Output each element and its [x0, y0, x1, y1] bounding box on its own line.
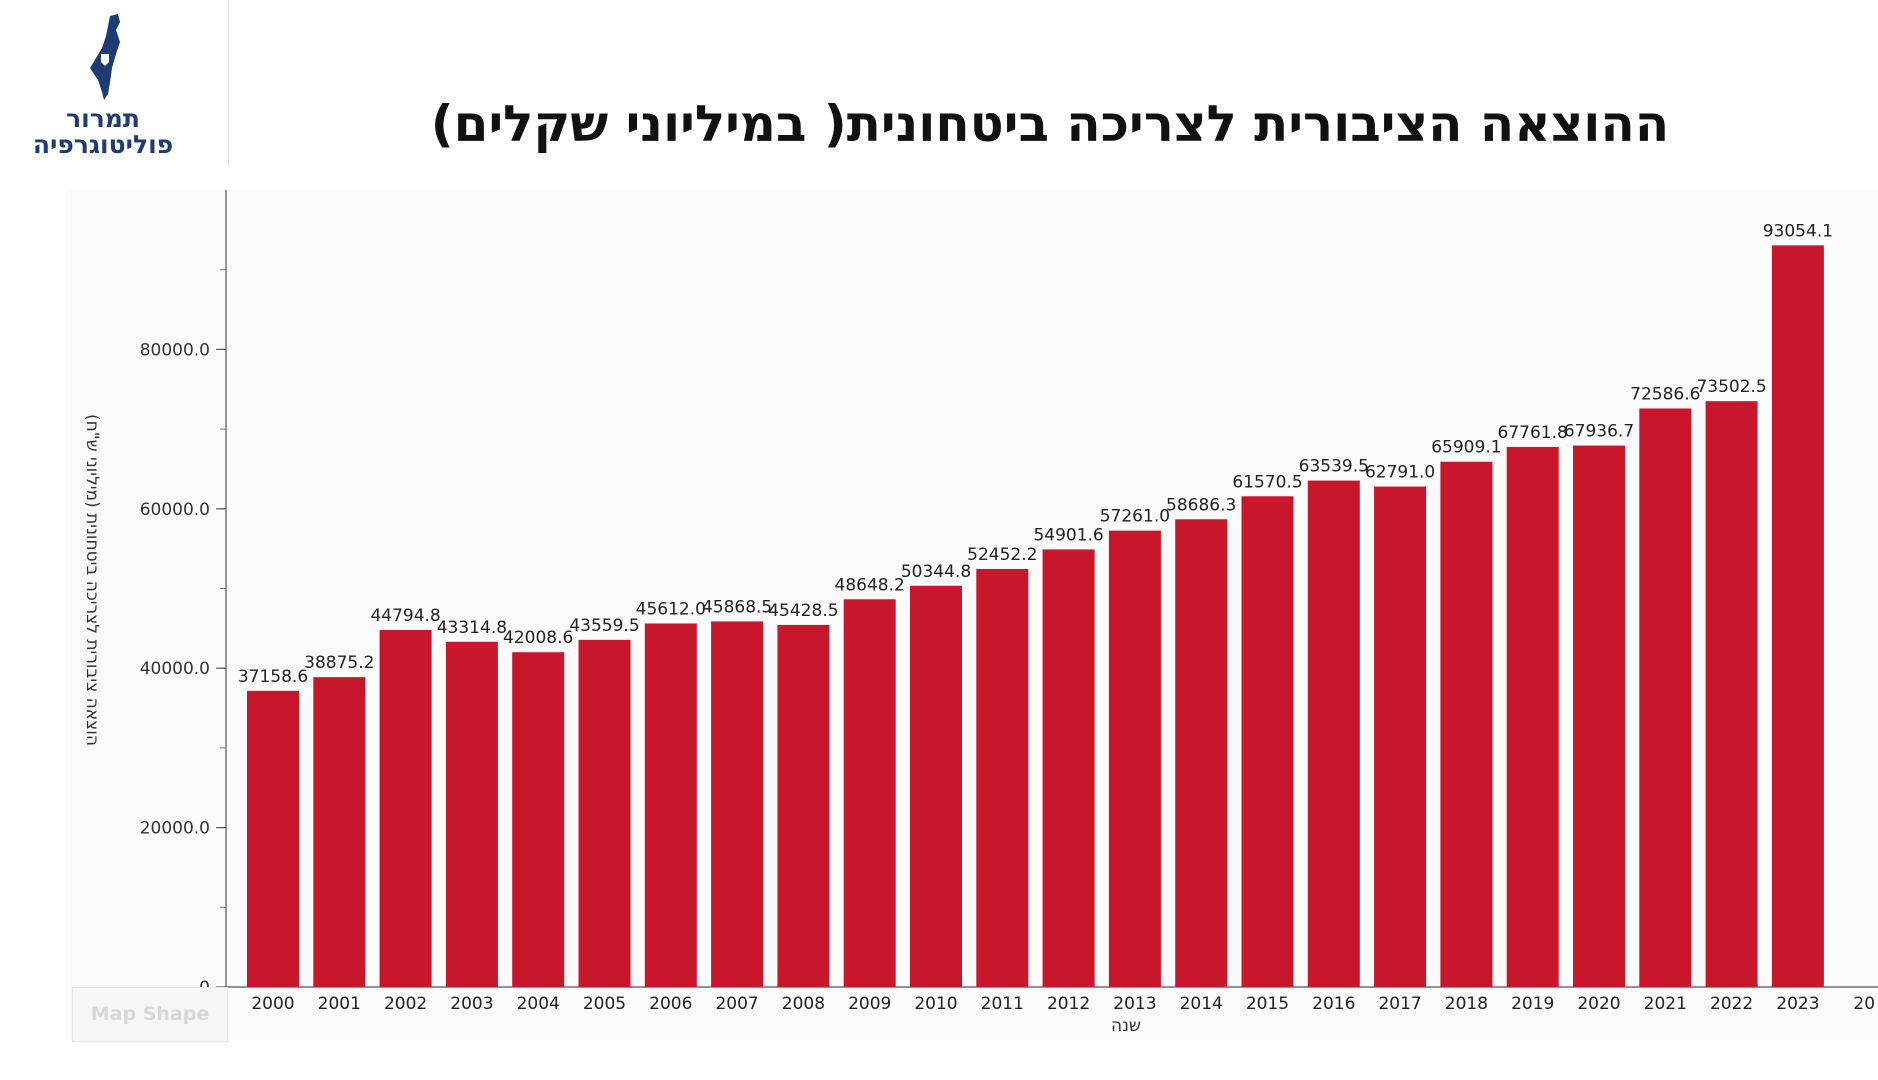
x-tick-label: 2002 [384, 994, 427, 1014]
x-tick-label: 2009 [848, 994, 891, 1014]
bar-2005[interactable] [578, 639, 631, 987]
bar-2018[interactable] [1440, 461, 1493, 987]
bar-2016[interactable] [1307, 480, 1360, 987]
bar-value-label: 67936.7 [1564, 422, 1634, 442]
x-tick-label: 2012 [1047, 994, 1090, 1014]
y-tick-label: 80000.0 [140, 340, 210, 360]
x-tick-label: 2014 [1180, 994, 1223, 1014]
x-tick-label: 2023 [1776, 994, 1819, 1014]
bar-2010[interactable] [910, 585, 962, 987]
bar-value-label: 65909.1 [1431, 438, 1501, 458]
x-tick-label: 2007 [715, 994, 758, 1014]
header-divider [228, 0, 229, 165]
bar-value-label: 93054.1 [1763, 221, 1833, 241]
bar-2004[interactable] [512, 652, 565, 987]
bar-2006[interactable] [644, 623, 697, 987]
x-tick-label: 2017 [1378, 994, 1421, 1014]
x-axis-title: שנה [1111, 1016, 1141, 1036]
x-tick-label: 2005 [583, 994, 626, 1014]
x-tick-label: 2015 [1246, 994, 1289, 1014]
bar-value-label: 62791.0 [1365, 463, 1435, 483]
bar-2003[interactable] [445, 641, 498, 987]
israel-map-icon [90, 14, 120, 100]
bar-value-label: 44794.8 [370, 606, 440, 626]
bar-2012[interactable] [1042, 549, 1095, 987]
bar-value-label: 43314.8 [437, 618, 507, 638]
x-tick-label: 2018 [1445, 994, 1488, 1014]
x-tick-label-clipped: 20 [1853, 994, 1875, 1014]
bar-value-label: 42008.6 [503, 628, 573, 648]
page-title: ההוצאה הציבורית לצריכה ביטחונית( במיליונ… [430, 95, 1670, 153]
bar-2014[interactable] [1175, 519, 1228, 987]
bar-value-label: 61570.5 [1232, 472, 1302, 492]
bar-2021[interactable] [1639, 408, 1692, 987]
map-shape-button[interactable]: Map Shape [72, 987, 228, 1042]
bar-2009[interactable] [843, 599, 896, 987]
y-tick-label: 20000.0 [140, 819, 210, 839]
y-tick-label: 60000.0 [140, 500, 210, 520]
x-tick-label: 2020 [1577, 994, 1620, 1014]
bar-value-label: 67761.8 [1498, 423, 1568, 443]
bar-value-label: 37158.6 [238, 667, 308, 687]
bar-value-label: 57261.0 [1100, 507, 1170, 527]
bar-2007[interactable] [711, 621, 764, 987]
bar-2011[interactable] [976, 568, 1029, 987]
x-tick-label: 2019 [1511, 994, 1554, 1014]
logo-line-1: תמרור [66, 104, 140, 133]
bar-value-label: 72586.6 [1630, 384, 1700, 404]
bar-2002[interactable] [379, 629, 432, 987]
bar-2015[interactable] [1241, 496, 1294, 987]
x-tick-label: 2022 [1710, 994, 1753, 1014]
logo: תמרור פוליטוגרפיה [28, 8, 178, 158]
x-tick-label: 2003 [450, 994, 493, 1014]
bar-2020[interactable] [1573, 445, 1625, 987]
bar-value-label: 45612.0 [636, 599, 706, 619]
bar-2022[interactable] [1705, 401, 1758, 987]
x-tick-label: 2001 [318, 994, 361, 1014]
bar-value-label: 54901.6 [1033, 525, 1103, 545]
bar-value-label: 50344.8 [901, 562, 971, 582]
bar-2019[interactable] [1506, 446, 1559, 987]
bar-2023[interactable] [1771, 245, 1824, 987]
bar-value-label: 58686.3 [1166, 495, 1236, 515]
bar-2013[interactable] [1108, 530, 1161, 987]
bar-2000[interactable] [247, 690, 299, 987]
bar-value-label: 73502.5 [1696, 377, 1766, 397]
bar-value-label: 45428.5 [768, 601, 838, 621]
x-tick-label: 2021 [1644, 994, 1687, 1014]
bar-value-label: 52452.2 [967, 545, 1037, 565]
bar-value-label: 63539.5 [1299, 457, 1369, 477]
x-tick-label: 2013 [1113, 994, 1156, 1014]
x-tick-label: 2004 [517, 994, 560, 1014]
y-axis-title: (הוצאה ציבורית לצריכה ביטחונית (מיליוני … [82, 414, 102, 746]
y-tick-label: 40000.0 [140, 659, 210, 679]
bar-2008[interactable] [777, 624, 830, 987]
logo-line-2: פוליטוגרפיה [32, 130, 174, 159]
x-tick-label: 2008 [782, 994, 825, 1014]
x-tick-label: 2011 [981, 994, 1024, 1014]
bar-value-label: 48648.2 [835, 575, 905, 595]
x-tick-label: 2000 [251, 994, 294, 1014]
x-tick-label: 2006 [649, 994, 692, 1014]
bar-value-label: 45868.5 [702, 597, 772, 617]
x-tick-label: 2010 [914, 994, 957, 1014]
bar-value-label: 43559.5 [569, 616, 639, 636]
bar-2001[interactable] [313, 677, 366, 987]
x-tick-label: 2016 [1312, 994, 1355, 1014]
bar-value-label: 38875.2 [304, 653, 374, 673]
bar-2017[interactable] [1374, 486, 1427, 987]
